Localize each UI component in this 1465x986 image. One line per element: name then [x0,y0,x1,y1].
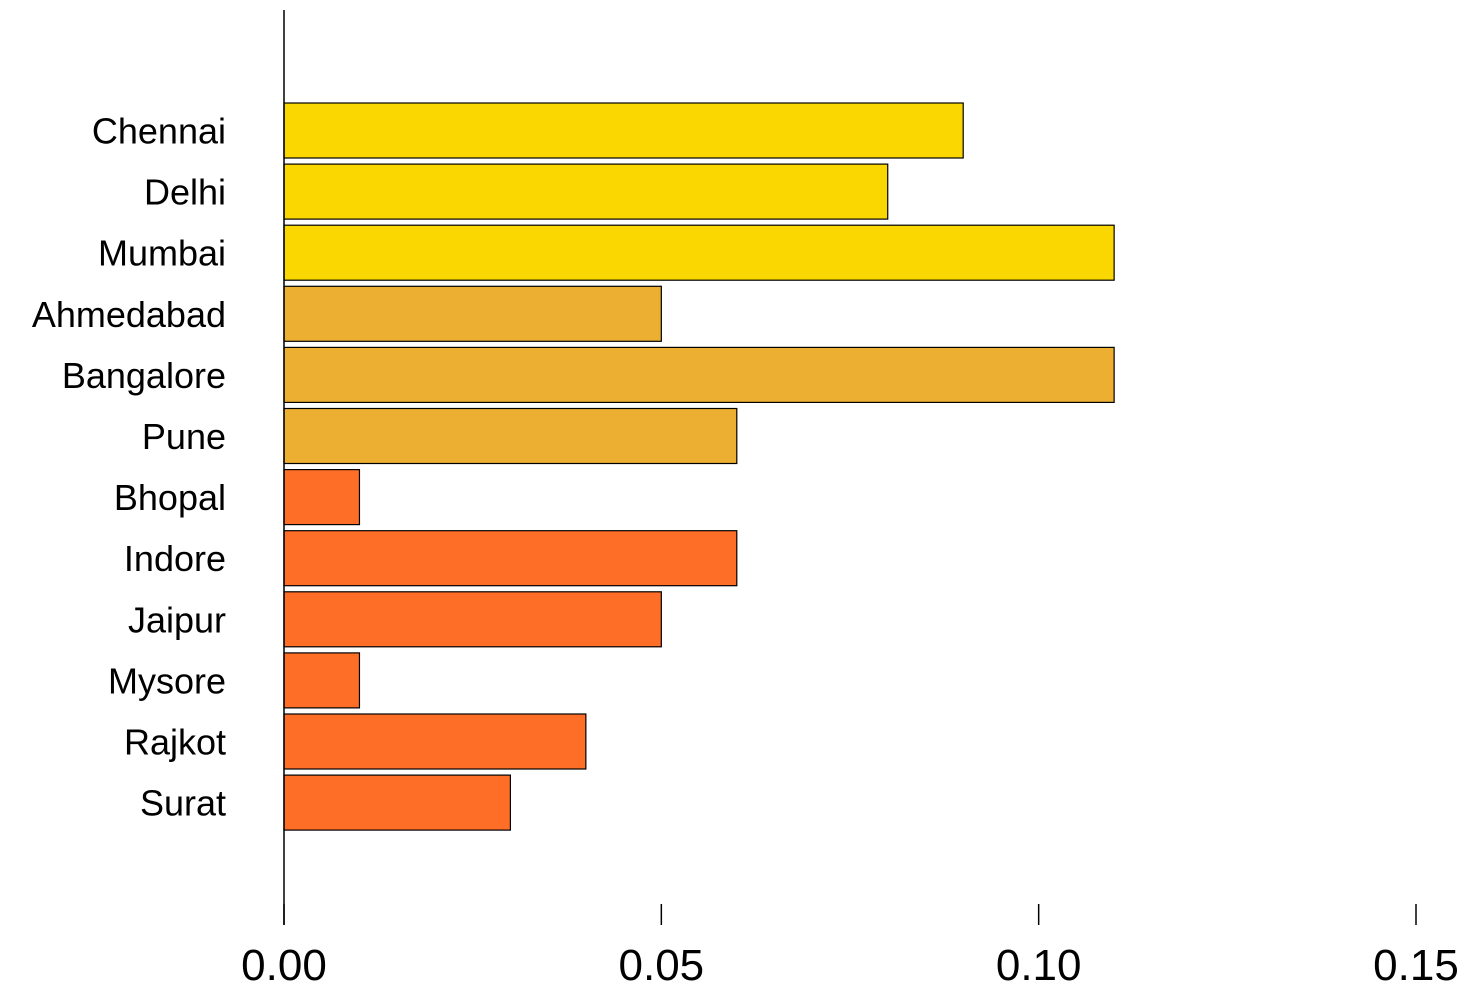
bars-group [283,102,1115,831]
category-label-surat: Surat [140,783,226,824]
category-label-mumbai: Mumbai [98,233,226,274]
x-tick-label: 0.15 [1373,941,1459,986]
category-label-bhopal: Bhopal [114,477,226,518]
x-tick-label: 0.05 [619,941,705,986]
bar-mumbai [283,224,1115,281]
category-label-mysore: Mysore [108,660,226,701]
bar-ahmedabad [283,285,662,342]
bar-chennai [283,102,964,159]
bar-mysore [283,652,361,709]
bar-indore [283,530,738,587]
category-label-indore: Indore [124,538,226,579]
category-label-bangalore: Bangalore [62,355,226,396]
bar-jaipur [283,591,662,648]
bar-pune [283,407,738,465]
x-axis-ticks: 0.00 0.05 0.10 0.15 [241,904,1459,986]
category-label-jaipur: Jaipur [128,599,226,640]
bar-bhopal [283,469,361,526]
x-tick-label: 0.00 [241,941,327,986]
category-label-rajkot: Rajkot [124,722,226,763]
category-label-ahmedabad: Ahmedabad [32,294,226,335]
category-label-chennai: Chennai [92,111,226,152]
bar-rajkot [283,713,587,770]
bar-surat [283,774,511,831]
category-labels: Chennai Delhi Mumbai Ahmedabad Bangalore Pune… [32,111,226,824]
x-tick-label: 0.10 [996,941,1082,986]
category-label-pune: Pune [142,416,226,457]
bar-bangalore [283,346,1115,403]
category-label-delhi: Delhi [144,172,226,213]
bar-delhi [283,163,889,220]
